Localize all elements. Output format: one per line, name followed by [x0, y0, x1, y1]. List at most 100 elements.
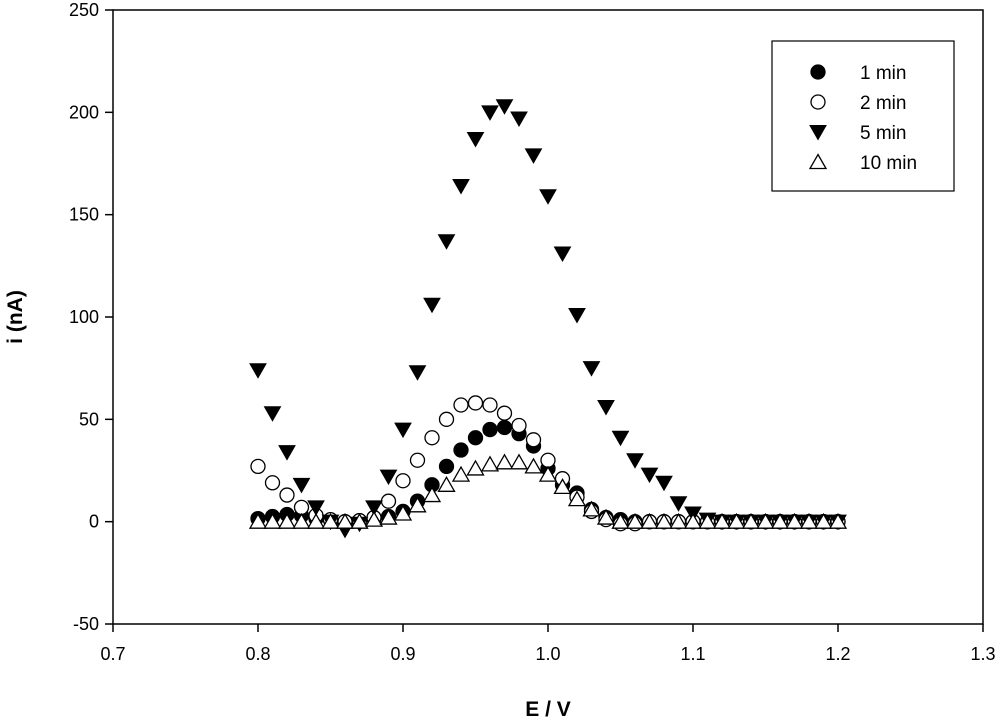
data-point: [438, 458, 455, 475]
data-point: [292, 477, 311, 494]
x-tick-label: 1.2: [825, 644, 850, 664]
data-point: [263, 512, 282, 529]
data-point: [408, 365, 427, 381]
data-point: [279, 487, 295, 503]
data-point: [264, 475, 281, 491]
data-point: [422, 486, 442, 503]
data-point: [453, 442, 469, 458]
y-tick-label: 100: [69, 307, 99, 327]
series-2-min: [250, 395, 846, 532]
data-point: [393, 504, 413, 521]
data-point: [538, 465, 558, 482]
data-point: [553, 478, 572, 495]
data-point: [466, 459, 485, 476]
data-point: [785, 512, 804, 529]
data-point: [438, 411, 455, 427]
x-tick-label: 1.0: [535, 644, 560, 664]
data-point: [408, 496, 427, 513]
data-point: [669, 512, 688, 529]
data-point: [597, 400, 615, 416]
data-point: [409, 452, 426, 468]
data-point: [799, 512, 819, 529]
data-point: [321, 512, 340, 529]
data-point: [482, 421, 498, 438]
data-point: [756, 512, 775, 529]
data-point: [611, 430, 630, 447]
data-point: [525, 432, 542, 448]
data-point: [278, 445, 296, 461]
data-point: [379, 469, 398, 486]
legend-label: 10 min: [860, 153, 917, 174]
data-point: [480, 455, 500, 472]
data-point: [350, 512, 369, 529]
data-point: [495, 99, 514, 115]
y-axis: -50 0 50 100 150 200 250: [69, 0, 113, 634]
data-point: [467, 395, 484, 411]
y-tick-label: 200: [69, 102, 99, 122]
data-point: [380, 493, 397, 509]
legend-marker: [810, 64, 826, 80]
data-point: [582, 500, 601, 517]
data-point: [540, 452, 556, 468]
data-point: [553, 246, 572, 263]
data-point: [568, 307, 586, 324]
y-axis-title: i (nA): [4, 290, 27, 344]
data-point: [437, 234, 456, 250]
data-point: [741, 512, 761, 529]
data-point: [424, 430, 440, 446]
data-point: [466, 131, 485, 148]
data-point: [394, 422, 412, 439]
data-point: [250, 458, 266, 475]
data-point: [379, 508, 398, 525]
x-tick-label: 0.9: [390, 644, 415, 664]
legend-marker: [809, 125, 827, 141]
data-point: [496, 405, 513, 421]
data-point: [669, 496, 688, 512]
legend-label: 2 min: [860, 93, 906, 114]
data-point: [306, 512, 326, 529]
data-point: [655, 475, 673, 492]
data-point: [263, 406, 282, 422]
data-point: [727, 512, 746, 529]
legend-label: 1 min: [860, 63, 906, 84]
data-point: [567, 490, 587, 507]
data-point: [828, 512, 848, 529]
data-point: [582, 361, 601, 377]
x-axis: 0.7 0.8 0.9 1.0 1.1 1.2 1.3: [100, 624, 996, 664]
data-point: [712, 512, 732, 529]
data-point: [524, 457, 543, 474]
x-axis-title: E / V: [525, 698, 571, 721]
data-point: [437, 476, 456, 492]
data-point: [509, 453, 529, 470]
data-point: [482, 397, 498, 413]
data-point: [495, 453, 514, 470]
x-tick-label: 0.7: [100, 644, 125, 664]
data-point: [640, 467, 659, 484]
data-point: [611, 512, 630, 529]
data-point: [596, 508, 616, 525]
data-point: [511, 417, 527, 434]
data-point: [770, 512, 790, 529]
y-tick-label: 50: [79, 409, 99, 429]
series-10-min: [248, 453, 848, 529]
data-point: [524, 148, 543, 164]
data-points: [248, 99, 848, 539]
data-point: [698, 512, 717, 529]
y-tick-label: -50: [73, 614, 99, 634]
data-point: [510, 111, 528, 127]
y-tick-label: 150: [69, 205, 99, 225]
data-point: [307, 500, 325, 516]
legend-marker: [810, 94, 826, 110]
data-point: [481, 105, 499, 121]
data-point: [365, 500, 383, 516]
data-point: [364, 510, 384, 527]
data-point: [640, 512, 659, 529]
data-point: [625, 512, 645, 529]
data-point: [249, 363, 267, 379]
data-point: [423, 297, 441, 314]
y-tick-label: 250: [69, 0, 99, 20]
data-point: [395, 473, 411, 489]
data-point: [277, 512, 297, 529]
data-point: [683, 512, 703, 529]
